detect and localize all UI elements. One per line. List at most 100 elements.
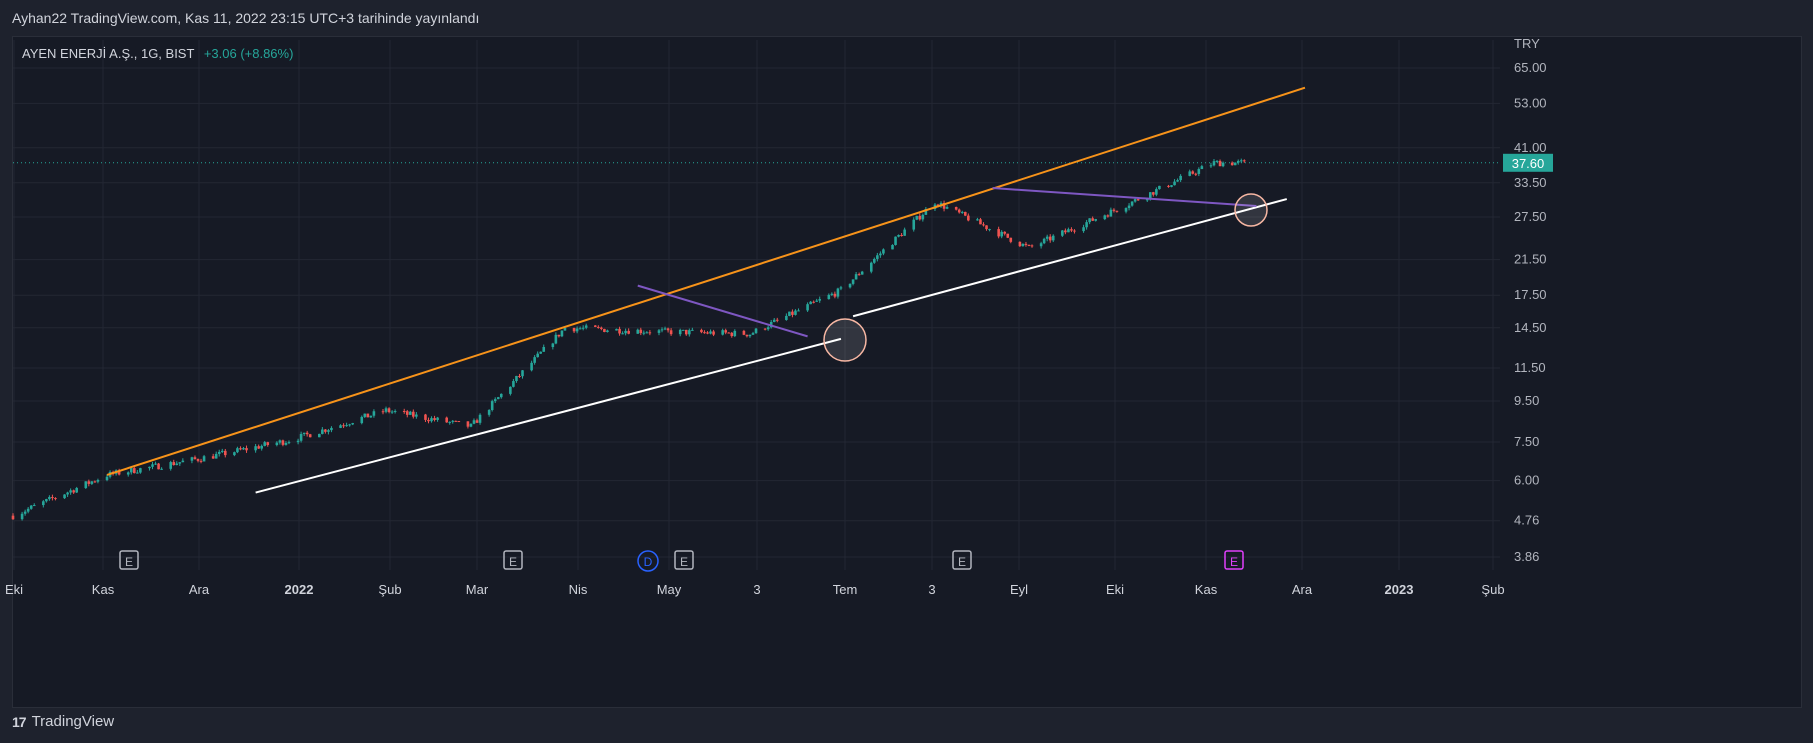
- candle-body: [1239, 160, 1243, 162]
- candle-body: [72, 490, 75, 493]
- candle-body: [490, 401, 494, 411]
- candle-body: [136, 472, 139, 474]
- x-tick-label: Tem: [833, 582, 858, 597]
- candle-body: [691, 329, 694, 331]
- tradingview-logo[interactable]: 17 TradingView: [12, 713, 114, 730]
- candle-body: [1048, 236, 1052, 241]
- candle-body: [1233, 162, 1237, 166]
- candle-body: [172, 462, 176, 466]
- candle-body: [1103, 215, 1107, 220]
- candle-body: [663, 328, 667, 330]
- candle-body: [709, 331, 712, 334]
- candle-body: [1000, 231, 1003, 237]
- candle-body: [129, 468, 133, 473]
- candle-body: [387, 408, 391, 413]
- candle-body: [220, 450, 224, 452]
- candle-body: [1070, 229, 1073, 231]
- candle-body: [836, 288, 840, 297]
- candle-body: [791, 311, 794, 315]
- candle-body: [217, 451, 221, 454]
- candle-body: [785, 315, 788, 320]
- candle-body: [551, 343, 555, 348]
- candle-body: [193, 457, 197, 460]
- candle-body: [554, 334, 558, 344]
- candle-body: [851, 279, 855, 284]
- candle-body: [882, 249, 885, 254]
- y-tick-label: 41.00: [1514, 140, 1547, 155]
- candle-body: [466, 421, 470, 427]
- candle-body: [575, 328, 579, 332]
- candle-body: [806, 304, 809, 311]
- candle-body: [751, 333, 755, 335]
- candle-body: [1082, 227, 1085, 232]
- candle-body: [1167, 185, 1170, 187]
- x-tick-label: Kas: [92, 582, 115, 597]
- candle-body: [281, 440, 285, 445]
- candle-body: [657, 330, 661, 333]
- candle-body: [1155, 189, 1158, 195]
- earnings-marker: [674, 550, 694, 570]
- candle-body: [766, 327, 770, 330]
- x-tick-label: May: [657, 582, 682, 597]
- candle-body: [151, 464, 154, 467]
- candle-body: [839, 287, 843, 289]
- y-tick-label: 53.00: [1514, 95, 1547, 110]
- candle-body: [299, 433, 303, 441]
- candle-body: [48, 497, 51, 500]
- candle-body: [478, 414, 482, 423]
- candle-body: [348, 424, 351, 426]
- candle-body: [242, 448, 245, 450]
- candle-body: [1173, 181, 1176, 186]
- candle-body: [1003, 231, 1007, 234]
- candle-body: [1243, 160, 1246, 162]
- candle-body: [627, 330, 630, 334]
- candle-body: [278, 440, 282, 443]
- candle-body: [469, 423, 473, 427]
- candle-body: [181, 460, 185, 463]
- candle-body: [84, 481, 88, 489]
- candle-body: [1024, 243, 1028, 245]
- candle-body: [263, 442, 267, 446]
- candle-body: [475, 420, 479, 423]
- candle-body: [366, 413, 370, 418]
- candle-body: [1215, 160, 1219, 162]
- candle-body: [1112, 209, 1116, 211]
- candle-body: [260, 445, 263, 449]
- candle-body: [169, 462, 173, 469]
- x-tick-label: Kas: [1195, 582, 1218, 597]
- candle-body: [126, 472, 130, 475]
- candle-body: [257, 446, 260, 449]
- candle-body: [976, 219, 979, 221]
- candle-body: [202, 456, 206, 462]
- candle-body: [1218, 160, 1222, 167]
- candle-body: [603, 328, 606, 333]
- candle-body: [233, 452, 236, 456]
- candle-body: [727, 332, 731, 334]
- x-tick-label: Nis: [569, 582, 588, 597]
- earnings-marker: [503, 550, 523, 570]
- brand-name: TradingView: [31, 713, 115, 730]
- candle-body: [1027, 244, 1031, 246]
- event-marker-label: E: [509, 555, 517, 569]
- y-tick-label: 33.50: [1514, 175, 1547, 190]
- x-tick-label: Mar: [466, 582, 489, 597]
- candle-body: [493, 399, 497, 402]
- candle-body: [223, 450, 227, 456]
- candle-body: [330, 427, 333, 431]
- candle-body: [26, 508, 30, 512]
- candle-body: [139, 468, 142, 473]
- candle-body: [833, 293, 837, 297]
- candle-body: [979, 219, 982, 225]
- y-tick-label: 65.00: [1514, 60, 1547, 75]
- candle-body: [448, 421, 452, 423]
- candle-body: [284, 442, 288, 445]
- x-tick-label: Eki: [5, 582, 23, 597]
- candle-body: [563, 327, 567, 331]
- candle-body: [1045, 236, 1049, 239]
- candle-body: [1191, 171, 1195, 174]
- event-marker-label: E: [680, 555, 688, 569]
- earnings-marker: [952, 550, 972, 570]
- x-tick-label: Ara: [189, 582, 210, 597]
- candle-body: [1018, 241, 1022, 247]
